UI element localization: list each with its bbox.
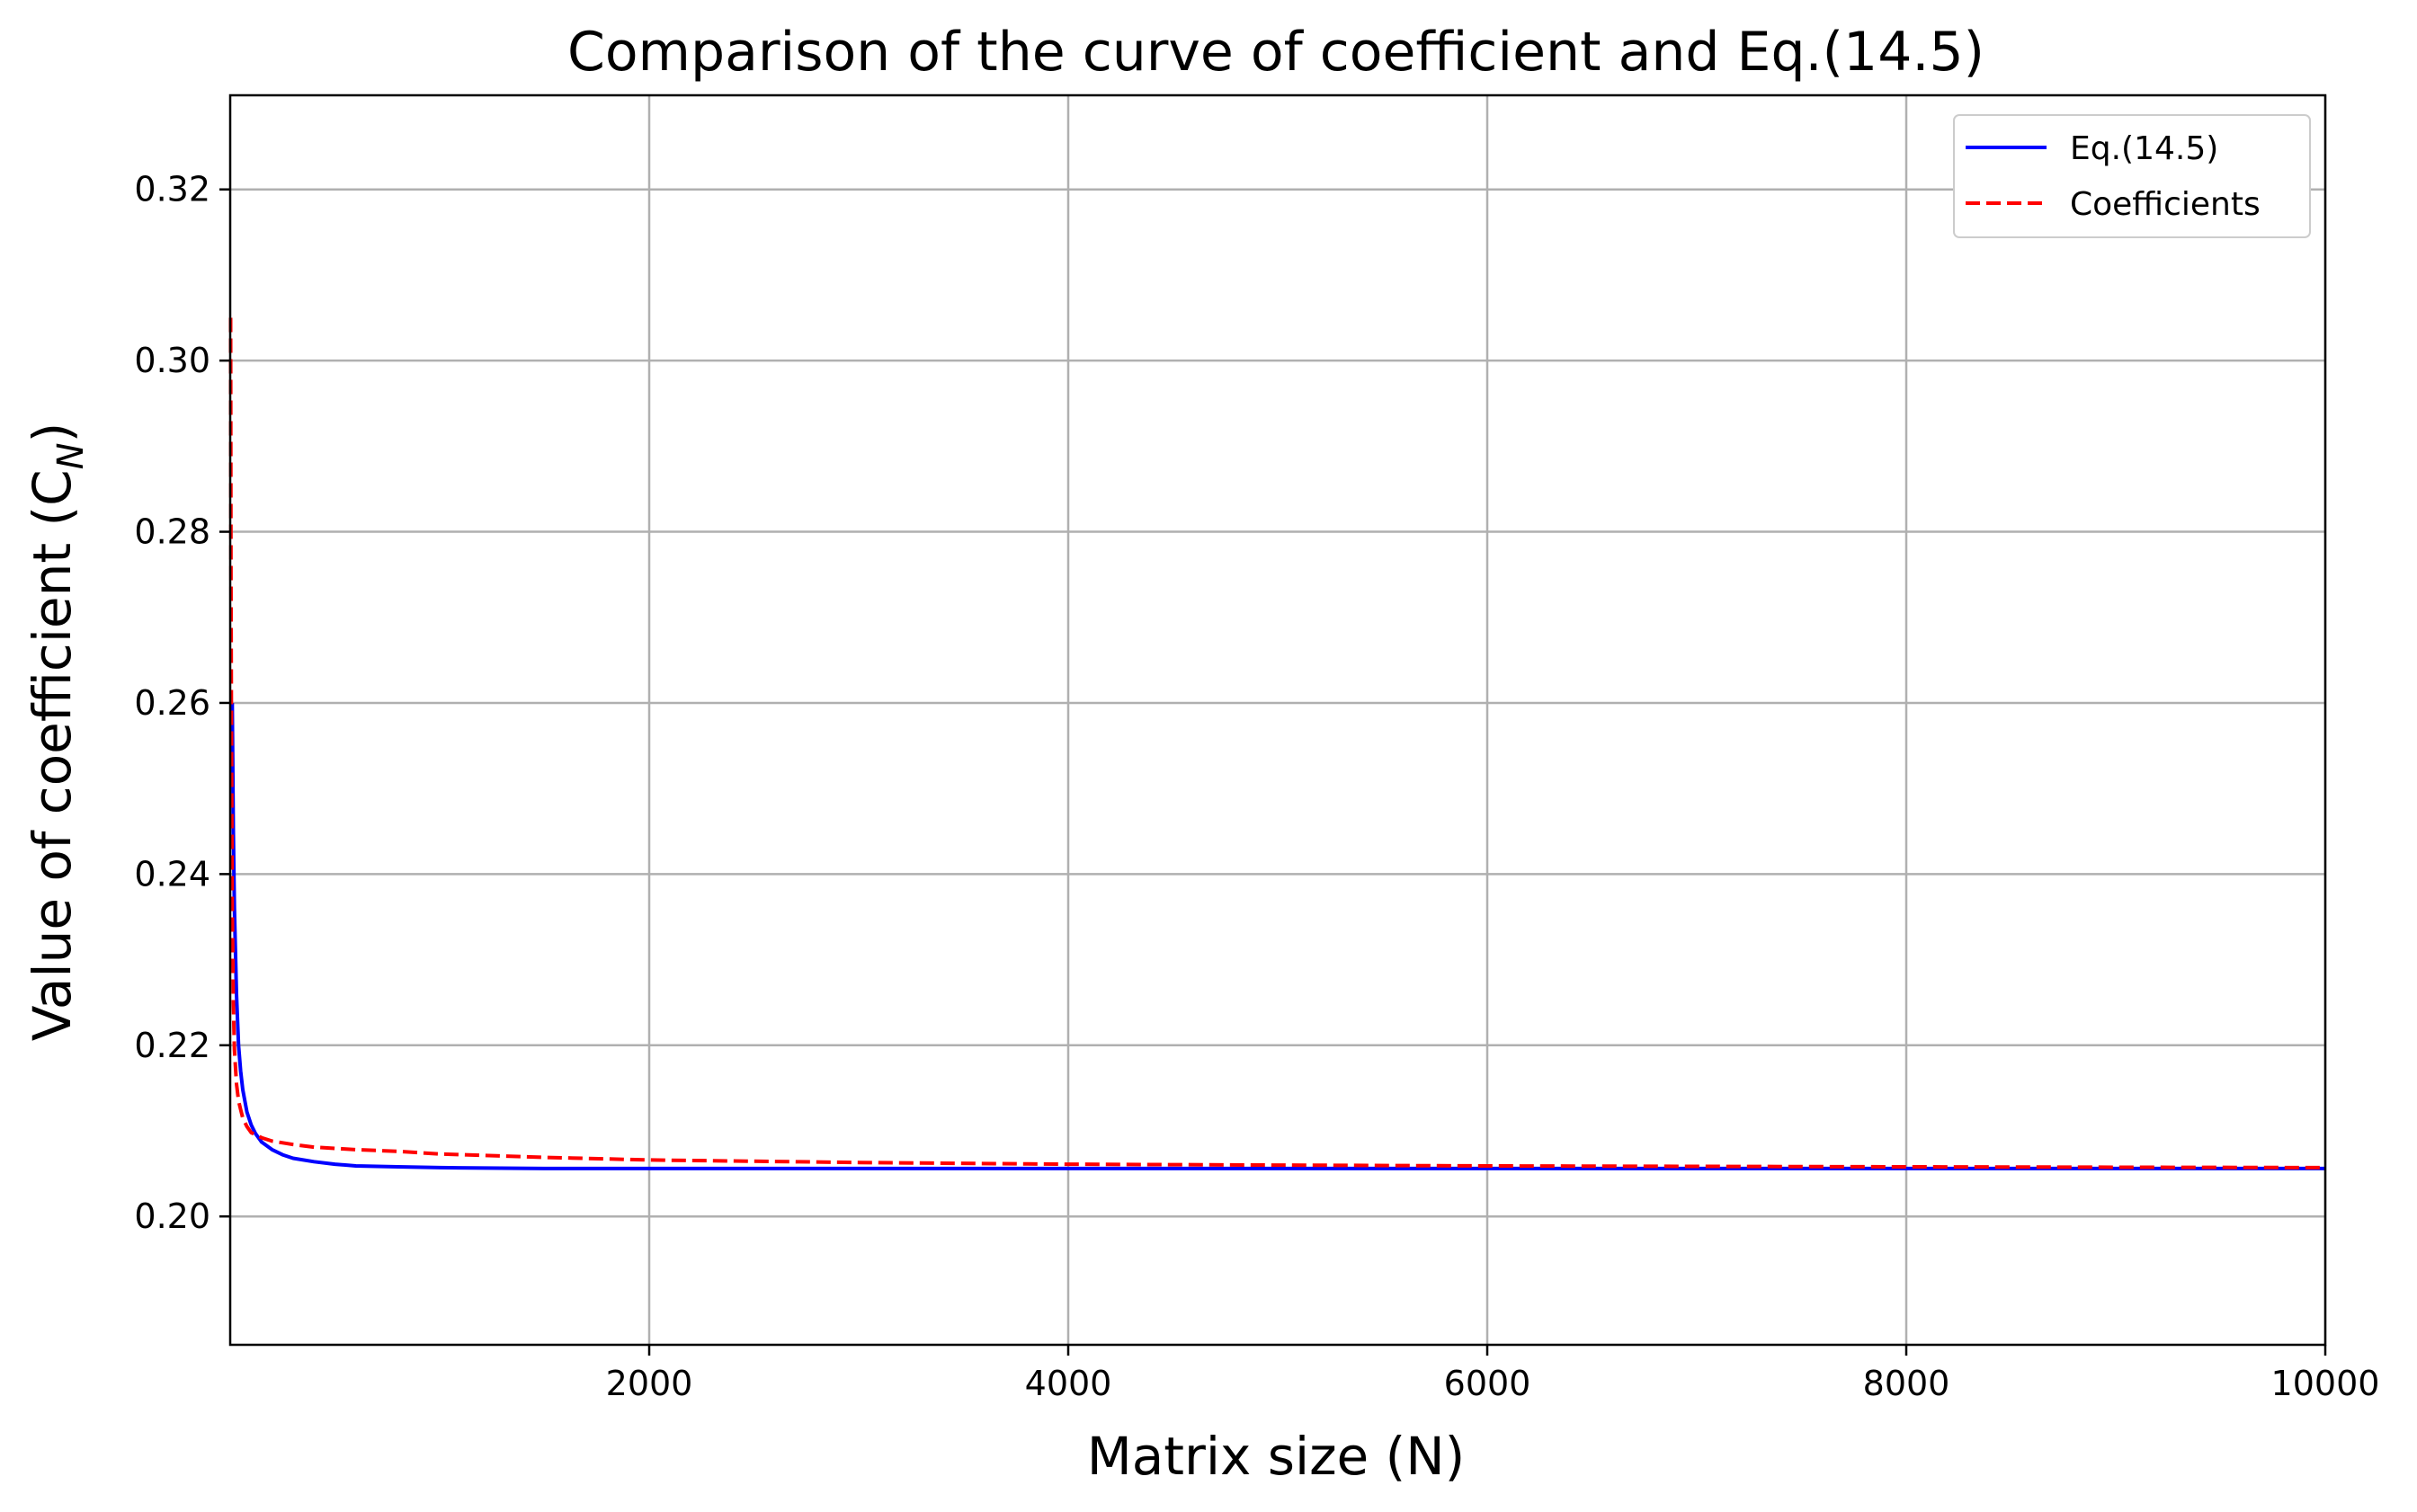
x-tick-label: 10000 <box>2271 1364 2380 1403</box>
chart-title: Comparison of the curve of coefficient a… <box>567 21 1984 84</box>
y-tick-label: 0.22 <box>134 1026 210 1065</box>
x-axis-label: Matrix size (N) <box>1087 1426 1466 1487</box>
y-tick-label: 0.32 <box>134 170 210 209</box>
x-tick-label: 2000 <box>606 1364 693 1403</box>
legend-label-eq145: Eq.(14.5) <box>2070 130 2218 167</box>
y-tick-label: 0.28 <box>134 512 210 552</box>
legend-label-coefficients: Coefficients <box>2070 186 2261 223</box>
grid <box>230 95 2327 1345</box>
x-tick-label: 6000 <box>1444 1364 1531 1403</box>
y-tick-label: 0.24 <box>134 854 210 894</box>
y-axis-label: Value of coefficient (CN) <box>22 422 92 1042</box>
plot-area-frame <box>228 93 2327 1347</box>
y-tick-label: 0.30 <box>134 341 210 380</box>
series-eq145-line <box>230 702 2325 1170</box>
y-tick-label: 0.20 <box>134 1196 210 1236</box>
y-tick-label: 0.26 <box>134 683 210 723</box>
x-tick-label: 4000 <box>1025 1364 1112 1403</box>
series-layer <box>228 317 2326 1170</box>
legend: Eq.(14.5) Coefficients <box>1953 114 2311 238</box>
ticks: 2000 4000 6000 8000 10000 0.20 0.22 0.24 0.26 0.2… <box>134 170 2379 1403</box>
series-coefficients-line <box>228 317 2326 1170</box>
x-tick-label: 8000 <box>1863 1364 1950 1403</box>
